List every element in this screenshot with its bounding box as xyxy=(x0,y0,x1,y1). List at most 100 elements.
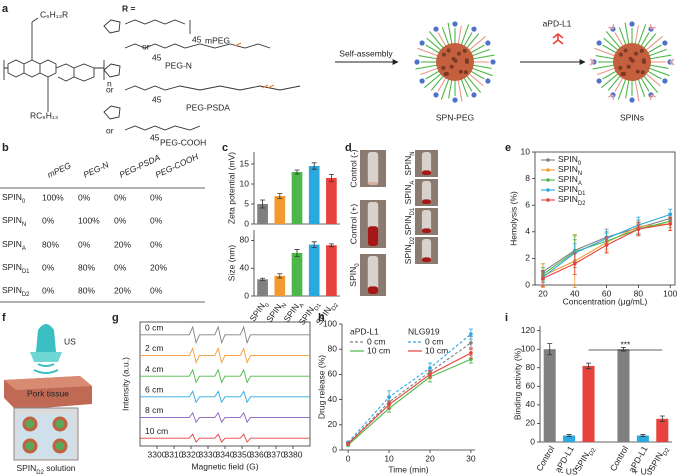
legend-label: 10 cm xyxy=(367,345,390,355)
legend-marker xyxy=(546,188,550,192)
tube-photo xyxy=(415,150,438,177)
bar xyxy=(291,172,303,224)
core-dot xyxy=(463,70,468,75)
table-cell: 0% xyxy=(114,262,127,272)
x-tick-label: 3330 xyxy=(199,449,218,459)
error-bar xyxy=(640,434,646,437)
peg-chain xyxy=(634,25,639,45)
spectrum xyxy=(140,368,310,384)
y-tick-label: 6 xyxy=(525,199,530,209)
x-tick-label: 3310 xyxy=(165,449,184,459)
particle-icon xyxy=(22,438,38,454)
table-row-label-part: D2 xyxy=(22,292,30,298)
table-cell: 100% xyxy=(78,215,100,225)
ligand xyxy=(419,40,425,46)
panel-label: i xyxy=(505,312,508,324)
y-tick-label: 15 xyxy=(240,158,250,168)
particle-icon xyxy=(52,438,68,454)
panel-label: e xyxy=(505,142,511,154)
photo-label: SPIND2 xyxy=(403,237,415,264)
x-tick-label: 3380 xyxy=(284,449,303,459)
bar xyxy=(326,245,337,296)
data-point xyxy=(387,395,391,399)
antibody xyxy=(608,24,615,30)
peg-chain xyxy=(602,70,617,80)
liquid xyxy=(367,226,379,246)
liquid xyxy=(421,257,432,262)
table-row-label: SPIN0 xyxy=(2,192,26,204)
ligand xyxy=(596,40,602,46)
table-cell: 80% xyxy=(78,262,95,272)
y-tick-label: 40 xyxy=(526,399,536,409)
data-point xyxy=(541,276,545,281)
error-bar xyxy=(277,273,283,279)
x-tick-label: 10 xyxy=(384,453,394,463)
panel-label: c xyxy=(222,142,228,154)
core-dot xyxy=(626,64,631,69)
x-tick-label: 20 xyxy=(425,453,435,463)
peg-chain xyxy=(625,79,630,99)
peg-chain xyxy=(437,32,447,47)
y-axis-label: Drug release (%) xyxy=(316,355,326,419)
photo-label-part: A xyxy=(410,181,416,185)
peg-chain xyxy=(640,32,650,47)
group-label: + US xyxy=(633,466,652,476)
x-tick-label: 3350 xyxy=(233,449,252,459)
ligand xyxy=(452,97,458,103)
data-point xyxy=(604,243,609,247)
table-cell: 80% xyxy=(42,239,59,249)
core-dot xyxy=(641,58,646,63)
x-axis-label: Time (min) xyxy=(388,464,428,474)
tube-photo xyxy=(415,237,438,264)
photo-label-part: SPIN xyxy=(403,244,413,264)
y-tick-label: 80 xyxy=(526,362,536,372)
table-row-label-part: A xyxy=(22,246,26,252)
peg-chain xyxy=(602,44,617,54)
legend-label: 0 cm xyxy=(425,336,443,346)
spectrum xyxy=(140,390,310,404)
photo-label-part: SPIN xyxy=(403,215,413,235)
peg-chain xyxy=(424,73,442,89)
x-tick-label: 100 xyxy=(663,288,677,298)
bar xyxy=(257,204,268,224)
table-header: PEG-N xyxy=(82,159,111,180)
table-cell: 0% xyxy=(42,262,55,272)
error-bar xyxy=(586,362,592,370)
core-dot xyxy=(443,71,448,76)
panel-label: b xyxy=(2,142,9,154)
peg-name: mPEG xyxy=(205,35,230,45)
particle-icon xyxy=(22,416,38,432)
liquid xyxy=(367,286,379,294)
liquid xyxy=(421,199,432,204)
peg-chain xyxy=(418,55,438,60)
error-bar xyxy=(547,343,553,356)
legend-label-part: SPIN xyxy=(558,174,578,184)
peg-chain xyxy=(643,75,659,93)
x-tick-label: 30 xyxy=(466,453,476,463)
bar xyxy=(543,349,556,442)
x-tick-label: 3360 xyxy=(250,449,269,459)
table-row-label: SPIND1 xyxy=(2,262,30,274)
core-dot xyxy=(458,69,463,74)
legend-label: SPIND2 xyxy=(558,194,585,206)
ligand xyxy=(662,40,668,46)
peg-chain xyxy=(425,70,440,80)
antibody xyxy=(669,58,675,66)
photo-label: SPIND1 xyxy=(403,207,415,235)
data-point xyxy=(668,222,673,226)
bar xyxy=(274,275,286,296)
series-line xyxy=(347,333,472,443)
core-dot xyxy=(453,58,458,63)
peg-chain xyxy=(472,64,492,69)
tube xyxy=(367,152,379,185)
tube xyxy=(421,210,432,233)
table-cell: 0% xyxy=(150,192,163,202)
peg-chain xyxy=(425,44,440,54)
error-bar xyxy=(620,346,626,352)
bar xyxy=(582,365,595,442)
y-tick-label: 10 xyxy=(521,146,531,156)
legend-marker xyxy=(546,158,550,162)
ligand xyxy=(629,97,635,103)
panel-label: h xyxy=(318,312,325,324)
table-cell: 0% xyxy=(150,285,163,295)
